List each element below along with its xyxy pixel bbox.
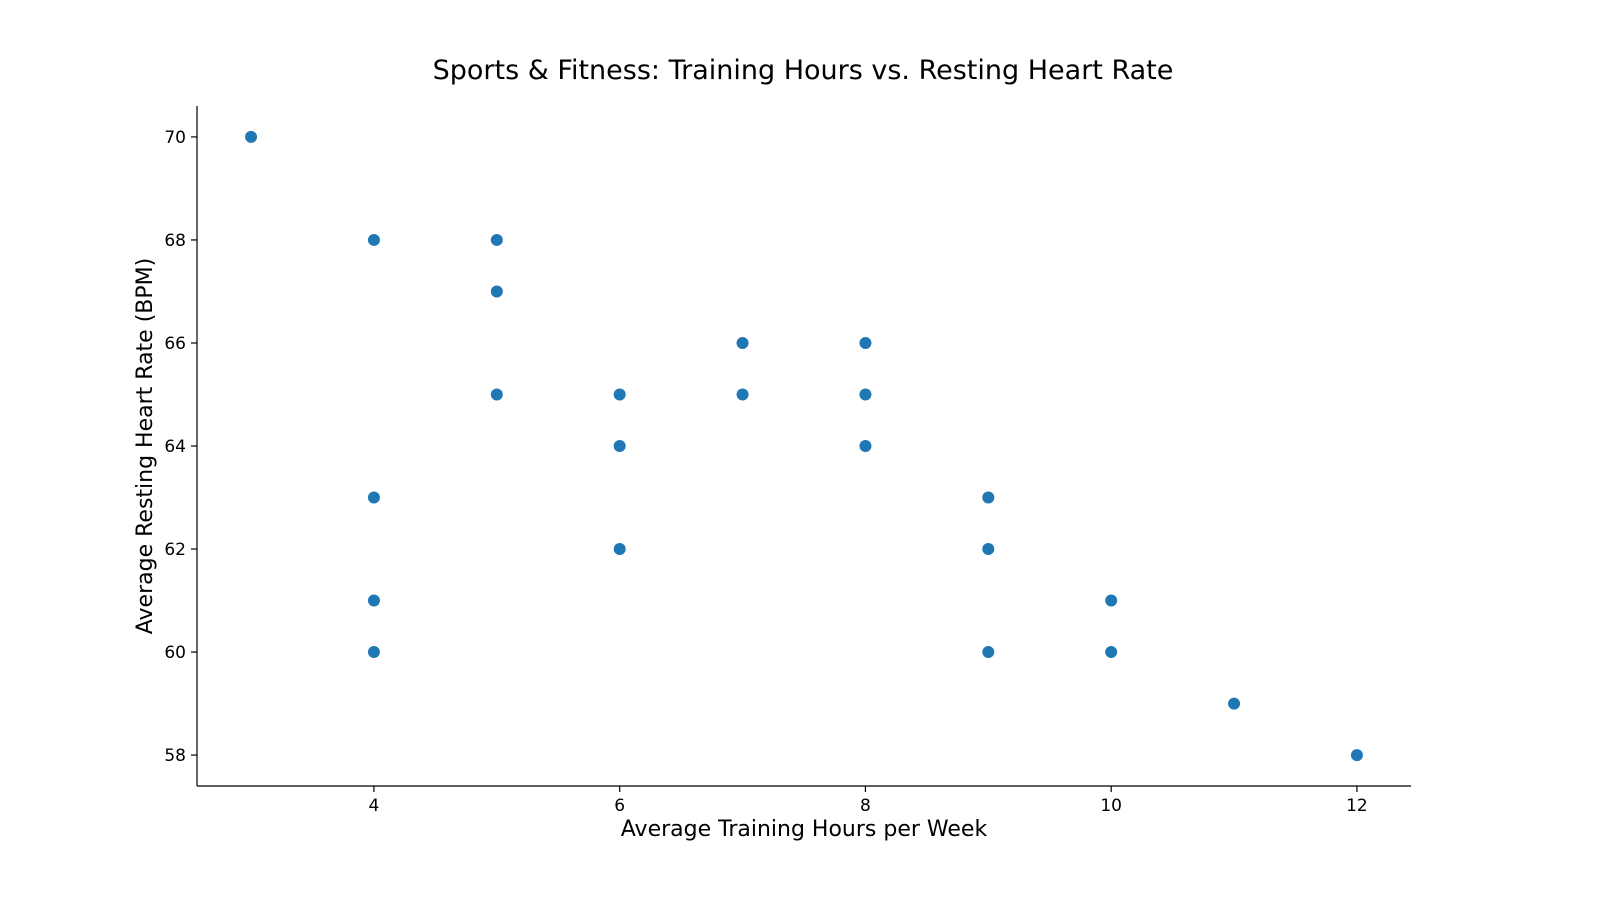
data-point [1105, 646, 1118, 659]
y-tick-label: 60 [164, 643, 186, 663]
x-axis-ticks: 4 6 8 10 12 [369, 786, 1368, 816]
data-point [613, 440, 626, 452]
data-point [982, 646, 995, 659]
data-point [367, 594, 380, 607]
data-point [367, 491, 380, 504]
y-tick-label: 62 [164, 540, 186, 560]
data-point [736, 388, 749, 401]
data-point [859, 388, 872, 401]
x-tick-label: 4 [369, 796, 380, 816]
y-tick-label: 64 [164, 437, 186, 457]
x-tick-label: 8 [860, 796, 871, 816]
data-point [490, 233, 503, 246]
y-tick-label: 66 [164, 334, 186, 354]
data-point [367, 233, 380, 246]
chart-title: Sports & Fitness: Training Hours vs. Res… [433, 55, 1174, 86]
y-axis-ticks: 58 60 62 64 66 68 70 [164, 128, 197, 766]
data-point [1105, 594, 1118, 607]
data-point [982, 491, 995, 504]
data-points [245, 130, 1363, 762]
x-tick-label: 10 [1100, 796, 1122, 816]
data-point [982, 543, 995, 556]
data-point [859, 440, 872, 452]
y-tick-label: 70 [164, 128, 186, 148]
data-point [859, 336, 872, 349]
data-point [613, 543, 626, 556]
y-tick-label: 68 [164, 231, 186, 251]
x-tick-label: 6 [614, 796, 625, 816]
y-tick-label: 58 [164, 746, 186, 766]
x-tick-label: 12 [1346, 796, 1368, 816]
data-point [367, 646, 380, 659]
data-point [1228, 697, 1241, 710]
x-axis-label: Average Training Hours per Week [621, 817, 988, 842]
data-point [736, 336, 749, 349]
data-point [1350, 749, 1363, 762]
data-point [490, 285, 503, 298]
data-point [613, 388, 626, 401]
data-point [490, 388, 503, 401]
y-axis-label: Average Resting Heart Rate (BPM) [133, 258, 158, 634]
data-point [245, 130, 258, 143]
